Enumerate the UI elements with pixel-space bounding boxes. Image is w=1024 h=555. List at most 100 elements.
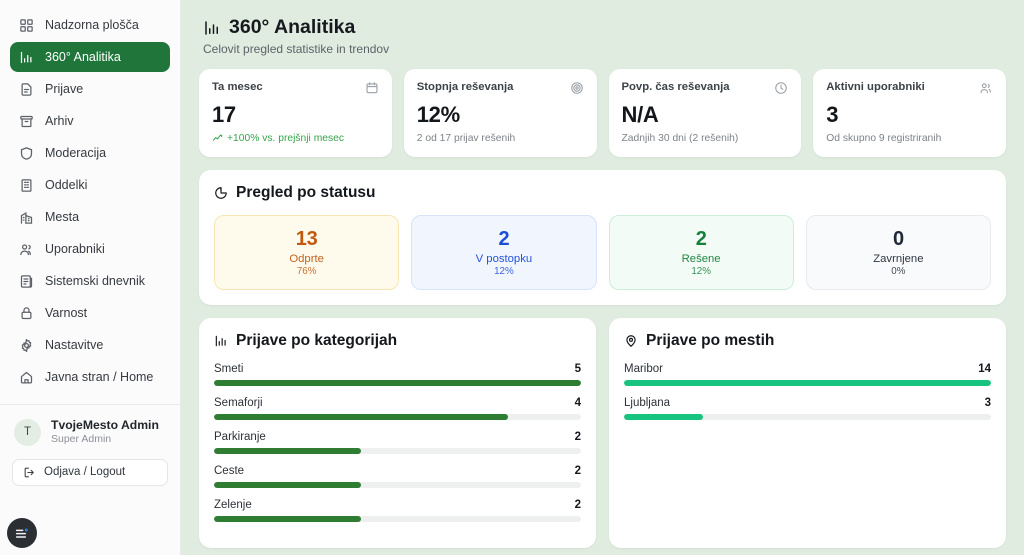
- page-subtitle: Celovit pregled statistike in trendov: [203, 42, 390, 56]
- stat-cards: Ta mesec 17 +100% vs. prejšnji mesec Sto…: [199, 69, 1006, 157]
- status-value: 2: [695, 228, 707, 250]
- sidebar-item-prijave[interactable]: Prijave: [10, 74, 170, 104]
- bar-value: 4: [574, 397, 581, 409]
- home-icon: [19, 370, 34, 385]
- bar-fill: [214, 448, 361, 454]
- sidebar-item-oddelki[interactable]: Oddelki: [10, 170, 170, 200]
- sidebar-item-javna-stran[interactable]: Javna stran / Home: [10, 362, 170, 392]
- sidebar-item-sistemski-dnevnik[interactable]: Sistemski dnevnik: [10, 266, 170, 296]
- stat-value: N/A: [621, 102, 659, 127]
- stat-label: Ta mesec: [212, 81, 263, 93]
- sidebar-item-varnost[interactable]: Varnost: [10, 298, 170, 328]
- status-value: 13: [295, 228, 318, 250]
- page-title-text: 360° Analitika: [229, 16, 356, 38]
- sidebar-item-nadzorna-plosca[interactable]: Nadzorna plošča: [10, 10, 170, 40]
- logout-button[interactable]: Odjava / Logout: [12, 458, 168, 486]
- menu-lines-icon: [15, 528, 28, 538]
- bar-fill: [624, 414, 703, 420]
- calendar-icon: [365, 81, 379, 95]
- stat-label: Aktivni uporabniki: [826, 81, 925, 93]
- sidebar-item-label: Sistemski dnevnik: [45, 274, 146, 288]
- sidebar-nav: Nadzorna plošča 360° Analitika Prijave A…: [0, 10, 180, 392]
- locations-chart-title: Prijave po mestih: [624, 332, 991, 350]
- locations-chart-title-text: Prijave po mestih: [646, 332, 775, 349]
- bar-fill: [624, 380, 991, 386]
- sidebar-user[interactable]: T TvojeMesto Admin Super Admin: [0, 405, 180, 455]
- status-card-zavrnjene[interactable]: 0 Zavrnjene 0%: [805, 215, 991, 290]
- bar-value: 5: [574, 363, 581, 375]
- floating-menu-button[interactable]: [7, 518, 37, 548]
- categories-chart-panel: Prijave po kategorijah Smeti 5 Semaforji 4 P…: [199, 318, 596, 548]
- stat-footnote: Zadnjih 30 dni (2 rešenih): [622, 133, 789, 144]
- bar-header: Ljubljana 3: [624, 397, 991, 409]
- sidebar-item-nastavitve[interactable]: Nastavitve: [10, 330, 170, 360]
- status-label: V postopku: [475, 253, 533, 265]
- user-role: Super Admin: [51, 433, 112, 446]
- sidebar-item-uporabniki[interactable]: Uporabniki: [10, 234, 170, 264]
- grid-icon: [19, 18, 34, 33]
- users-icon: [19, 242, 34, 257]
- bar-label: Ljubljana: [624, 397, 671, 409]
- bar-track: [214, 380, 581, 386]
- status-overview-panel: Pregled po statusu 13 Odprte 76% 2 V pos…: [199, 170, 1006, 305]
- bar-label: Ceste: [214, 465, 245, 477]
- bar-label: Maribor: [624, 363, 663, 375]
- stat-footnote-text: 2 od 17 prijav rešenih: [416, 133, 516, 144]
- sidebar-item-analitika[interactable]: 360° Analitika: [10, 42, 170, 72]
- categories-bar-list: Smeti 5 Semaforji 4 Parkiranje 2 Ceste 2 Zelenje…: [214, 363, 581, 522]
- sidebar-item-mesta[interactable]: Mesta: [10, 202, 170, 232]
- sidebar-item-moderacija[interactable]: Moderacija: [10, 138, 170, 168]
- bar-track: [214, 448, 581, 454]
- stat-footnote: Od skupno 9 registriranih: [826, 133, 993, 144]
- trend-up-icon: [212, 134, 223, 141]
- stat-value: 12%: [416, 102, 460, 127]
- bar-label: Semaforji: [214, 397, 263, 409]
- archive-icon: [19, 114, 34, 129]
- stat-footnote: +100% vs. prejšnji mesec: [212, 133, 379, 144]
- shield-icon: [19, 146, 34, 161]
- gear-icon: [19, 338, 34, 353]
- bar-chart-icon: [215, 335, 226, 347]
- sidebar: Nadzorna plošča 360° Analitika Prijave A…: [0, 0, 181, 555]
- stat-card-aktivni-uporabniki[interactable]: Aktivni uporabniki 3 Od skupno 9 registr…: [813, 69, 1006, 157]
- status-card-resene[interactable]: 2 Rešene 12%: [608, 215, 794, 290]
- page-header: 360° Analitika Celovit pregled statistik…: [199, 14, 1006, 69]
- stat-card-povp-cas[interactable]: Povp. čas reševanja N/A Zadnjih 30 dni (…: [608, 69, 802, 157]
- stat-card-stopnja-resevanja[interactable]: Stopnja reševanja 12% 2 od 17 prijav reš…: [403, 69, 597, 157]
- sidebar-item-label: Mesta: [45, 210, 80, 224]
- sidebar-item-label: Uporabniki: [45, 242, 105, 256]
- status-label: Rešene: [681, 253, 721, 265]
- bar-chart-icon: [19, 50, 34, 65]
- log-icon: [19, 274, 34, 289]
- stat-card-ta-mesec[interactable]: Ta mesec 17 +100% vs. prejšnji mesec: [199, 69, 392, 157]
- stat-footnote: 2 od 17 prijav rešenih: [417, 133, 584, 144]
- bar-value: 3: [984, 397, 991, 409]
- bar-label: Smeti: [214, 363, 244, 375]
- status-card-odprte[interactable]: 13 Odprte 76%: [214, 215, 400, 290]
- bar-row: Zelenje 2: [214, 499, 581, 522]
- bar-header: Maribor 14: [624, 363, 991, 375]
- sidebar-item-label: 360° Analitika: [45, 50, 121, 64]
- bar-row: Semaforji 4: [214, 397, 581, 420]
- bar-row: Maribor 14: [624, 363, 991, 386]
- status-percent: 12%: [691, 266, 711, 277]
- stat-label: Stopnja reševanja: [416, 81, 514, 93]
- bar-fill: [214, 516, 361, 522]
- bar-value: 2: [574, 465, 581, 477]
- status-card-v-postopku[interactable]: 2 V postopku 12%: [411, 215, 597, 290]
- sidebar-item-label: Arhiv: [45, 114, 74, 128]
- bar-header: Zelenje 2: [214, 499, 581, 511]
- status-cards: 13 Odprte 76% 2 V postopku 12% 2 Rešene …: [214, 215, 991, 290]
- bar-row: Smeti 5: [214, 363, 581, 386]
- bar-header: Ceste 2: [214, 465, 581, 477]
- bar-track: [624, 380, 991, 386]
- lock-icon: [19, 306, 34, 321]
- city-icon: [19, 210, 34, 225]
- status-value: 0: [892, 228, 904, 250]
- users-icon: [979, 81, 993, 95]
- sidebar-item-label: Varnost: [45, 306, 88, 320]
- logout-icon: [24, 467, 34, 478]
- categories-chart-title-text: Prijave po kategorijah: [236, 332, 398, 349]
- logout-label: Odjava / Logout: [44, 466, 126, 479]
- sidebar-item-arhiv[interactable]: Arhiv: [10, 106, 170, 136]
